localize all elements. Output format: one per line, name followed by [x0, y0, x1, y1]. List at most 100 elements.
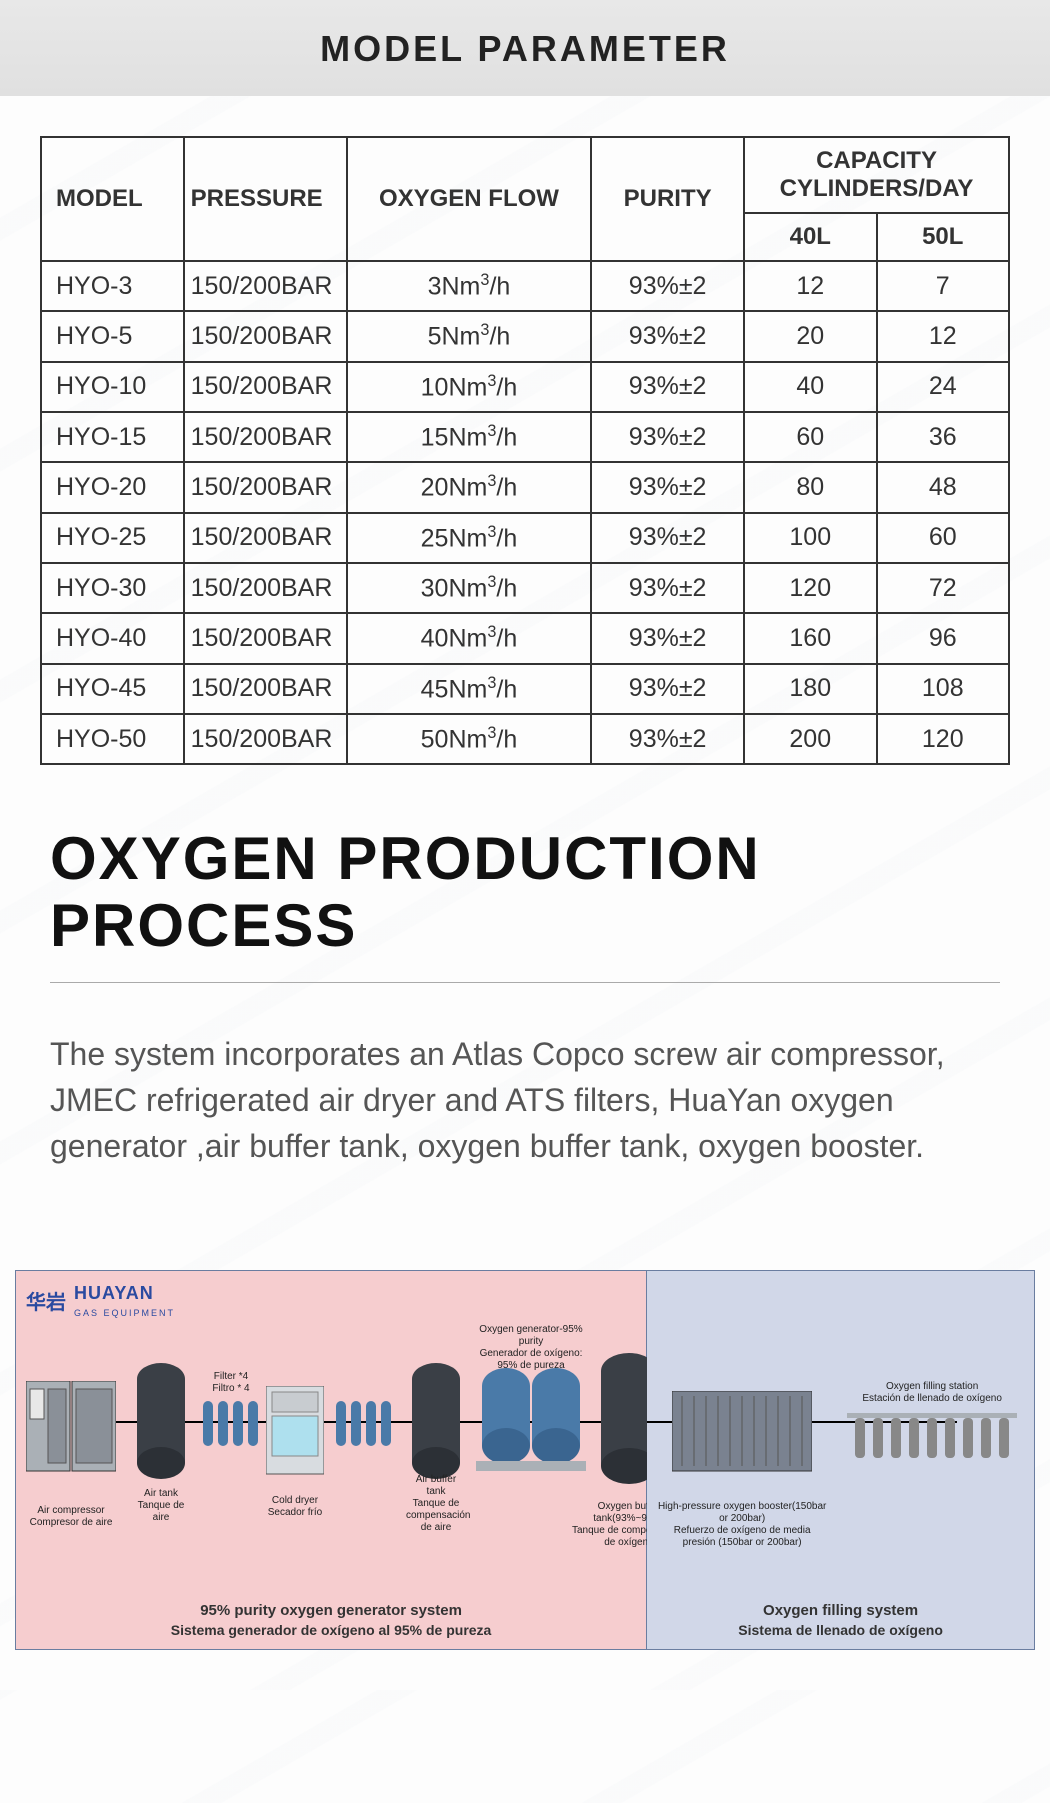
filling-label: Oxygen filling station Estación de llena… — [847, 1381, 1017, 1405]
filling-station: Oxygen filling station Estación de llena… — [847, 1391, 1017, 1486]
cell-model: HYO-20 — [41, 462, 184, 512]
table-row: HYO-40150/200BAR40Nm3/h93%±216096 — [41, 613, 1009, 663]
cell-cap50: 72 — [877, 563, 1010, 613]
cell-cap50: 36 — [877, 412, 1010, 462]
cell-flow: 10Nm3/h — [347, 362, 592, 412]
cell-purity: 93%±2 — [591, 412, 744, 462]
cell-model: HYO-10 — [41, 362, 184, 412]
cell-cap40: 200 — [744, 714, 876, 764]
table-row: HYO-5150/200BAR5Nm3/h93%±22012 — [41, 311, 1009, 361]
cell-cap50: 7 — [877, 261, 1010, 311]
table-row: HYO-30150/200BAR30Nm3/h93%±212072 — [41, 563, 1009, 613]
cell-cap50: 120 — [877, 714, 1010, 764]
col-pressure: PRESSURE — [184, 137, 347, 261]
cell-model: HYO-30 — [41, 563, 184, 613]
cell-cap50: 48 — [877, 462, 1010, 512]
cell-cap40: 180 — [744, 664, 876, 714]
cell-pressure: 150/200BAR — [184, 311, 347, 361]
parameter-table: MODEL PRESSURE OXYGEN FLOW PURITY CAPACI… — [40, 136, 1010, 765]
compressor-label: Air compressor Compresor de aire — [26, 1505, 116, 1529]
cell-flow: 45Nm3/h — [347, 664, 592, 714]
cell-cap40: 60 — [744, 412, 876, 462]
brand-sub: GAS EQUIPMENT — [74, 1308, 175, 1318]
cell-purity: 93%±2 — [591, 664, 744, 714]
cell-cap40: 100 — [744, 513, 876, 563]
cell-pressure: 150/200BAR — [184, 563, 347, 613]
cell-cap50: 108 — [877, 664, 1010, 714]
cell-purity: 93%±2 — [591, 462, 744, 512]
filter-label: Filter *4 Filtro * 4 — [201, 1371, 261, 1395]
cell-cap40: 12 — [744, 261, 876, 311]
process-diagram: 华岩 HUAYAN GAS EQUIPMENT Air compressor — [15, 1270, 1035, 1650]
brand-en: HUAYAN — [74, 1283, 154, 1303]
cell-pressure: 150/200BAR — [184, 714, 347, 764]
airbuffer-label: Air buffer tank Tanque de compensación d… — [406, 1474, 466, 1534]
cell-flow: 15Nm3/h — [347, 412, 592, 462]
cell-cap40: 40 — [744, 362, 876, 412]
col-capacity: CAPACITY CYLINDERS/DAY — [744, 137, 1009, 213]
cell-purity: 93%±2 — [591, 563, 744, 613]
divider — [50, 982, 1000, 983]
section-body: The system incorporates an Atlas Copco s… — [50, 1031, 1000, 1170]
header-bar: MODEL PARAMETER — [0, 0, 1050, 96]
table-row: HYO-3150/200BAR3Nm3/h93%±2127 — [41, 261, 1009, 311]
cell-cap50: 60 — [877, 513, 1010, 563]
air-compressor: Air compressor Compresor de aire — [26, 1381, 116, 1479]
oxygen-booster: High-pressure oxygen booster(150bar or 2… — [672, 1391, 812, 1484]
booster-label: High-pressure oxygen booster(150bar or 2… — [657, 1501, 827, 1549]
col-flow: OXYGEN FLOW — [347, 137, 592, 261]
cell-pressure: 150/200BAR — [184, 664, 347, 714]
col-purity: PURITY — [591, 137, 744, 261]
cell-model: HYO-40 — [41, 613, 184, 663]
cell-model: HYO-45 — [41, 664, 184, 714]
cold-dryer: Cold dryer Secador frío — [266, 1386, 324, 1479]
dryer-label: Cold dryer Secador frío — [266, 1495, 324, 1519]
cell-flow: 20Nm3/h — [347, 462, 592, 512]
cell-purity: 93%±2 — [591, 513, 744, 563]
brand-logo: 华岩 HUAYAN GAS EQUIPMENT — [26, 1283, 636, 1319]
cell-purity: 93%±2 — [591, 613, 744, 663]
cell-flow: 50Nm3/h — [347, 714, 592, 764]
table-row: HYO-10150/200BAR10Nm3/h93%±24024 — [41, 362, 1009, 412]
right-caption: Oxygen filling system Sistema de llenado… — [647, 1601, 1034, 1639]
table-row: HYO-45150/200BAR45Nm3/h93%±2180108 — [41, 664, 1009, 714]
cell-cap40: 160 — [744, 613, 876, 663]
cell-model: HYO-15 — [41, 412, 184, 462]
cell-cap50: 96 — [877, 613, 1010, 663]
cell-model: HYO-50 — [41, 714, 184, 764]
table-row: HYO-20150/200BAR20Nm3/h93%±28048 — [41, 462, 1009, 512]
table-row: HYO-50150/200BAR50Nm3/h93%±2200120 — [41, 714, 1009, 764]
air-buffer-tank: Air buffer tank Tanque de compensación d… — [406, 1361, 466, 1484]
cell-cap40: 20 — [744, 311, 876, 361]
cell-model: HYO-3 — [41, 261, 184, 311]
cell-pressure: 150/200BAR — [184, 613, 347, 663]
cell-purity: 93%±2 — [591, 261, 744, 311]
cell-pressure: 150/200BAR — [184, 362, 347, 412]
cell-flow: 3Nm3/h — [347, 261, 592, 311]
cell-pressure: 150/200BAR — [184, 513, 347, 563]
brand-cn: 华岩 — [26, 1286, 66, 1315]
generator-label: Oxygen generator-95% purity Generador de… — [476, 1324, 586, 1372]
cell-purity: 93%±2 — [591, 311, 744, 361]
cell-pressure: 150/200BAR — [184, 462, 347, 512]
section-title: OXYGEN PRODUCTION PROCESS — [50, 825, 1000, 959]
cell-pressure: 150/200BAR — [184, 261, 347, 311]
col-cap40: 40L — [744, 213, 876, 261]
cell-flow: 40Nm3/h — [347, 613, 592, 663]
cell-pressure: 150/200BAR — [184, 412, 347, 462]
cell-cap40: 80 — [744, 462, 876, 512]
cell-flow: 5Nm3/h — [347, 311, 592, 361]
cell-purity: 93%±2 — [591, 714, 744, 764]
cell-flow: 25Nm3/h — [347, 513, 592, 563]
cell-cap40: 120 — [744, 563, 876, 613]
page-title: MODEL PARAMETER — [0, 28, 1050, 70]
oxygen-generator: Oxygen generator-95% purity Generador de… — [476, 1366, 586, 1479]
filter-set-1: Filter *4 Filtro * 4 — [201, 1401, 261, 1454]
cell-cap50: 12 — [877, 311, 1010, 361]
table-row: HYO-15150/200BAR15Nm3/h93%±26036 — [41, 412, 1009, 462]
airtank-label: Air tank Tanque de aire — [131, 1488, 191, 1524]
cell-model: HYO-25 — [41, 513, 184, 563]
cell-cap50: 24 — [877, 362, 1010, 412]
cell-model: HYO-5 — [41, 311, 184, 361]
air-tank: Air tank Tanque de aire — [131, 1361, 191, 1484]
